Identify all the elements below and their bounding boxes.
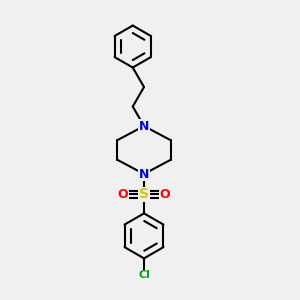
Text: N: N [139, 119, 149, 133]
Text: Cl: Cl [138, 270, 150, 280]
Text: S: S [139, 187, 149, 201]
Text: O: O [118, 188, 128, 201]
Text: N: N [139, 167, 149, 181]
Text: O: O [160, 188, 170, 201]
